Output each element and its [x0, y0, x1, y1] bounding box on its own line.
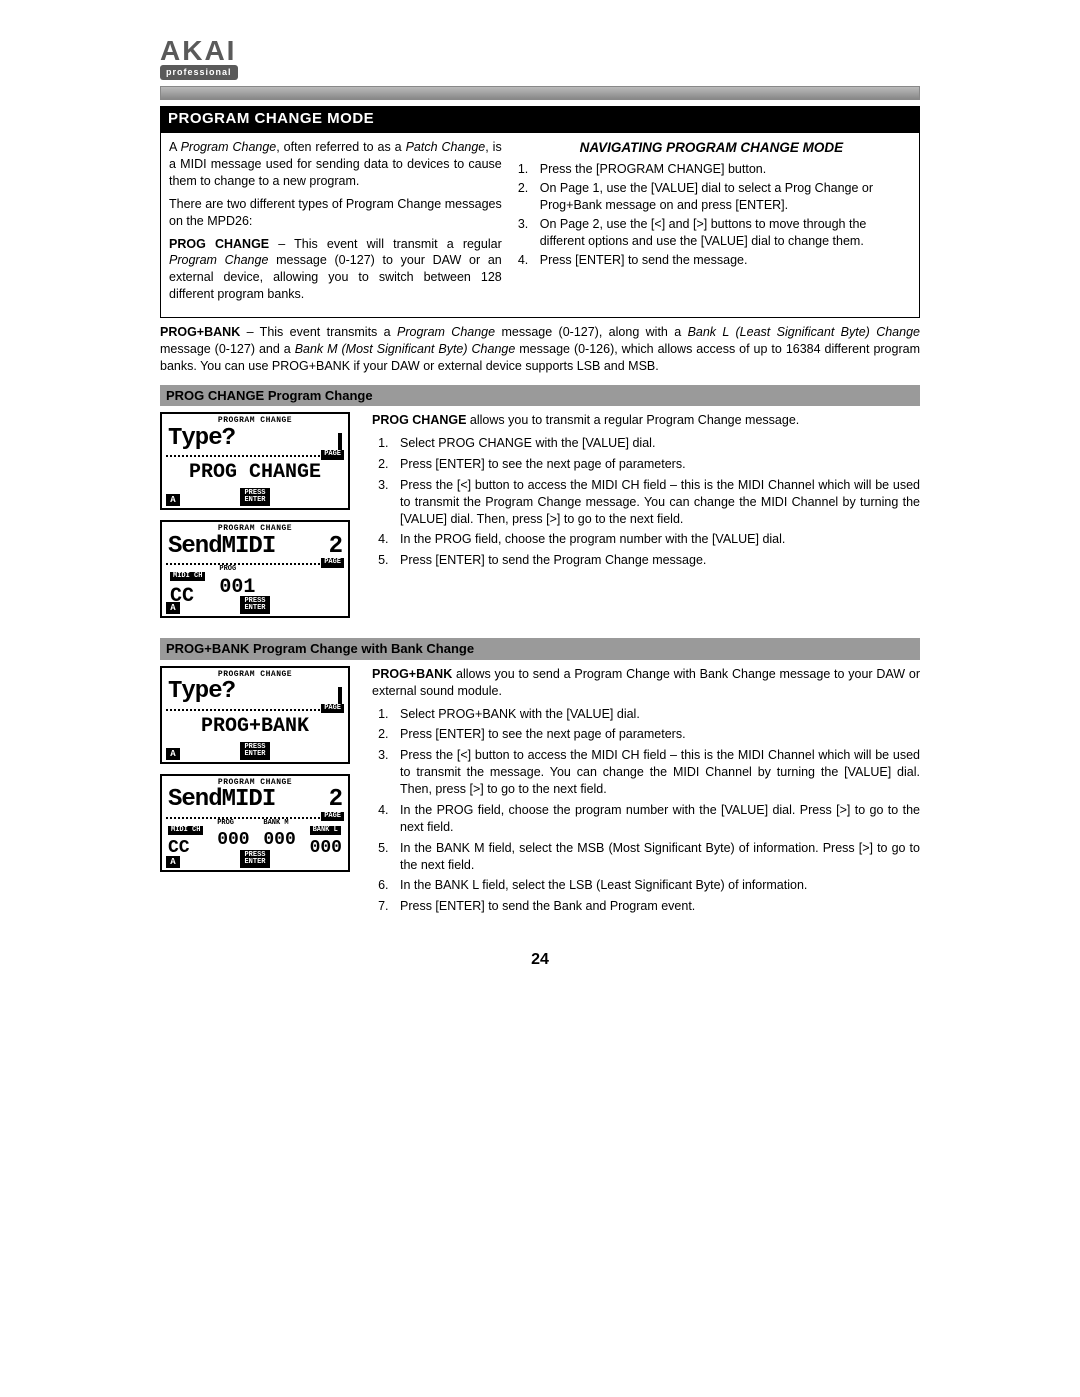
prog-label: PROG — [217, 819, 249, 828]
intro-p3: PROG CHANGE – This event will transmit a… — [169, 236, 502, 304]
sec2-header: PROG+BANK Program Change with Bank Chang… — [160, 638, 920, 660]
section-title: PROGRAM CHANGE MODE — [160, 106, 920, 132]
header-divider — [160, 86, 920, 100]
a-indicator: A — [166, 602, 180, 614]
lcd-line1: SendMIDI — [168, 531, 275, 563]
sec1-row: PROGRAM CHANGE Type? PAGE PROG CHANGE A … — [160, 412, 920, 628]
sec2-intro: PROG+BANK allows you to send a Program C… — [372, 666, 920, 700]
sec1-text: PROG CHANGE allows you to transmit a reg… — [372, 412, 920, 628]
step: Press [ENTER] to see the next page of pa… — [392, 456, 920, 473]
brand-name: AKAI — [160, 40, 920, 62]
a-indicator: A — [166, 494, 180, 506]
page-badge: PAGE — [321, 450, 344, 459]
bankm-value: 000 — [263, 828, 295, 852]
progbank-intro: PROG+BANK – This event transmits a Progr… — [160, 324, 920, 375]
intro-p1: A Program Change, often referred to as a… — [169, 139, 502, 190]
lcd-screen: PROGRAM CHANGE SendMIDI 2 PAGE MIDI CH C… — [160, 520, 350, 618]
sec1-steps: Select PROG CHANGE with the [VALUE] dial… — [372, 435, 920, 569]
a-indicator: A — [166, 856, 180, 868]
intro-left: A Program Change, often referred to as a… — [169, 139, 502, 309]
sec1-intro: PROG CHANGE allows you to transmit a reg… — [372, 412, 920, 429]
step: In the PROG field, choose the program nu… — [392, 802, 920, 836]
sec2-steps: Select PROG+BANK with the [VALUE] dial. … — [372, 706, 920, 916]
nav-item: On Page 2, use the [<] and [>] buttons t… — [532, 216, 911, 250]
page-badge: PAGE — [321, 704, 344, 713]
lcd-line1: Type? — [168, 676, 235, 708]
nav-box: NAVIGATING PROGRAM CHANGE MODE Press the… — [512, 139, 911, 309]
step: In the BANK L field, select the LSB (Lea… — [392, 877, 920, 894]
lcd-line2: PROG CHANGE — [166, 457, 344, 486]
step: Press [ENTER] to send the Bank and Progr… — [392, 898, 920, 915]
lcd-screen: PROGRAM CHANGE Type? PAGE PROG CHANGE A … — [160, 412, 350, 510]
sec2-lcds: PROGRAM CHANGE Type? PAGE PROG+BANK A PR… — [160, 666, 360, 919]
brand-subtitle: professional — [160, 65, 238, 79]
step: Press the [<] button to access the MIDI … — [392, 747, 920, 798]
intro-box: A Program Change, often referred to as a… — [160, 132, 920, 318]
page-number: 24 — [160, 949, 920, 971]
nav-item: On Page 1, use the [VALUE] dial to selec… — [532, 180, 911, 214]
brand-logo: AKAI professional — [160, 40, 920, 80]
sec2-text: PROG+BANK allows you to send a Program C… — [372, 666, 920, 919]
step: In the BANK M field, select the MSB (Mos… — [392, 840, 920, 874]
sec1-lcds: PROGRAM CHANGE Type? PAGE PROG CHANGE A … — [160, 412, 360, 628]
step: Press [ENTER] to send the Program Change… — [392, 552, 920, 569]
page-badge: PAGE — [321, 558, 344, 567]
lcd-screen: PROGRAM CHANGE Type? PAGE PROG+BANK A PR… — [160, 666, 350, 764]
press-enter-label: PRESS ENTER — [240, 742, 269, 760]
bankm-label: BANK M — [263, 819, 295, 828]
lcd-screen: PROGRAM CHANGE SendMIDI 2 PAGE MIDI CH C… — [160, 774, 350, 872]
sec1-header: PROG CHANGE Program Change — [160, 385, 920, 407]
lcd-line1: Type? — [168, 423, 235, 455]
nav-list: Press the [PROGRAM CHANGE] button. On Pa… — [512, 161, 911, 268]
lcd-line1: SendMIDI — [168, 784, 275, 816]
prog-value: 000 — [217, 828, 249, 852]
step: Press [ENTER] to see the next page of pa… — [392, 726, 920, 743]
press-enter-label: PRESS ENTER — [240, 850, 269, 868]
a-indicator: A — [166, 748, 180, 760]
bankl-label: BANK L — [310, 826, 341, 835]
press-enter-label: PRESS ENTER — [240, 596, 269, 614]
intro-p2: There are two different types of Program… — [169, 196, 502, 230]
nav-title: NAVIGATING PROGRAM CHANGE MODE — [512, 139, 911, 157]
manual-page: AKAI professional PROGRAM CHANGE MODE A … — [160, 40, 920, 971]
prog-label: PROG — [219, 565, 255, 574]
midi-ch-label: MIDI CH — [170, 572, 205, 581]
midi-ch-label: MIDI CH — [168, 826, 203, 835]
lcd-line2: PROG+BANK — [166, 711, 344, 740]
step: Select PROG CHANGE with the [VALUE] dial… — [392, 435, 920, 452]
step: Press the [<] button to access the MIDI … — [392, 477, 920, 528]
press-enter-label: PRESS ENTER — [240, 488, 269, 506]
nav-item: Press [ENTER] to send the message. — [532, 252, 911, 269]
step: In the PROG field, choose the program nu… — [392, 531, 920, 548]
sec2-row: PROGRAM CHANGE Type? PAGE PROG+BANK A PR… — [160, 666, 920, 919]
nav-item: Press the [PROGRAM CHANGE] button. — [532, 161, 911, 178]
step: Select PROG+BANK with the [VALUE] dial. — [392, 706, 920, 723]
page-badge: PAGE — [321, 812, 344, 821]
